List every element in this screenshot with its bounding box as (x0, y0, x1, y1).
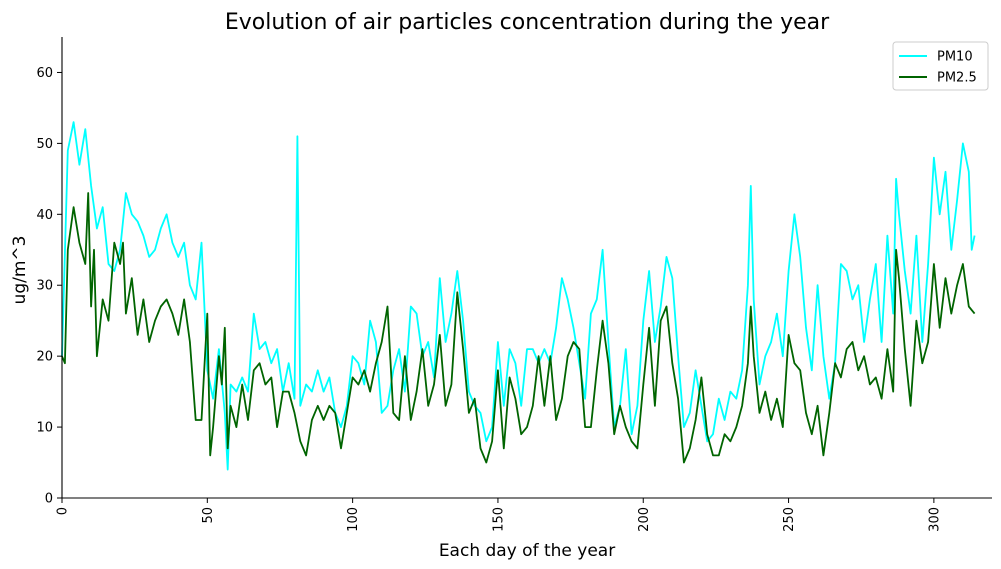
y-tick-label: 20 (36, 350, 53, 365)
series-line-pm25 (61, 192, 976, 464)
x-tick-label: 100 (346, 507, 361, 532)
chart-title: Evolution of air particles concentration… (225, 10, 830, 35)
x-tick-label: 150 (491, 507, 506, 532)
y-tick-label: 0 (45, 492, 53, 507)
y-tick-label: 40 (36, 208, 53, 223)
x-axis-label: Each day of the year (439, 541, 615, 561)
x-tick-label: 250 (782, 507, 797, 532)
y-axis-label: ug/m^3 (10, 236, 30, 305)
series-layer (61, 121, 976, 471)
legend-label: PM10 (937, 50, 973, 65)
y-tick-label: 10 (36, 421, 53, 436)
x-tick-label: 300 (927, 507, 942, 532)
x-tick-label: 0 (56, 507, 71, 515)
y-tick-label: 60 (36, 66, 53, 81)
y-axis-ticks: 0 10 20 30 40 50 60 (36, 66, 62, 507)
legend-label: PM2.5 (937, 71, 977, 86)
y-tick-label: 30 (36, 279, 53, 294)
x-tick-label: 200 (637, 507, 652, 532)
x-axis-ticks: 0 50 100 150 200 250 300 (56, 498, 942, 532)
legend: PM10 PM2.5 (892, 41, 989, 91)
series-line-pm10 (61, 121, 976, 471)
y-tick-label: 50 (36, 137, 53, 152)
x-tick-label: 50 (201, 507, 216, 524)
